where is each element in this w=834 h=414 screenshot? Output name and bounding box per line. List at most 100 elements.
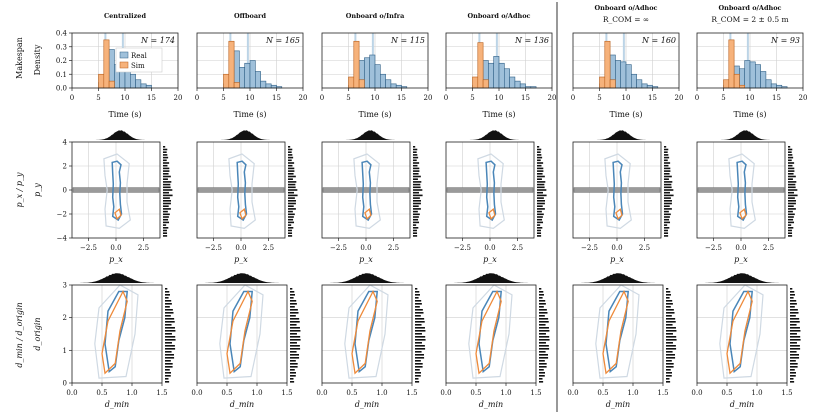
right-marginal-bar [666,336,677,338]
right-marginal-bar [290,312,299,314]
right-marginal-bar [413,200,421,202]
right-marginal-bar [413,191,419,194]
right-marginal-bar [415,318,425,320]
right-marginal-bar [537,200,545,202]
real-bar [270,84,277,89]
real-contour [736,160,748,222]
real-bar [641,83,648,89]
right-marginal-bar [666,363,674,365]
right-marginal-bar [415,357,425,359]
x-axis-label: p_x [734,255,748,264]
sim-contour [226,289,253,375]
right-marginal-bar [288,146,291,148]
right-marginal-bar [290,360,296,362]
right-marginal-bar [788,159,792,162]
x-tick-label: 2.5 [639,244,650,252]
right-marginal-bar [666,321,676,323]
axes-frame [196,284,288,384]
x-axis-label: Time (s) [733,110,766,119]
x-tick-label: 10 [121,94,130,102]
x-tick-label: 5 [470,94,474,102]
n-label: N = 136 [514,36,549,45]
x-axis-label: p_x [234,255,248,264]
real-bar [498,62,505,89]
right-marginal-bar [163,173,169,175]
real-bar [260,80,267,89]
right-marginal-bar [413,154,418,156]
right-marginal-bar [537,227,543,229]
right-marginal-bar [537,202,545,205]
right-marginal-bar [539,327,549,329]
x-tick-label: 2.5 [763,244,774,252]
panel-title: Onboard o/Adhoc [718,4,781,12]
right-marginal-bar [163,227,169,229]
right-marginal-bar [537,208,545,210]
right-marginal-bar [790,324,797,326]
right-marginal-bar [415,327,425,329]
top-marginal [446,273,536,283]
real-bar [390,83,397,89]
right-marginal-bar [163,229,167,232]
x-tick-label: −2.5 [581,244,598,252]
x-tick-label: 2.5 [138,244,149,252]
real-bar [249,60,256,89]
right-marginal-bar [290,321,300,323]
right-marginal-bar [664,167,671,170]
right-marginal-bar [790,312,799,314]
right-marginal-bar [537,216,543,218]
right-marginal-bar [165,303,172,305]
right-marginal-bar [165,327,175,329]
right-marginal-bar [413,232,418,234]
right-marginal-bar [539,324,546,326]
right-marginal-bar [413,205,419,207]
right-marginal-bar [790,369,795,371]
right-marginal-bar [290,348,301,350]
sim-contour [615,208,623,220]
right-marginal-bar [788,232,793,234]
right-marginal-bar [165,333,172,335]
right-marginal-bar [664,235,669,237]
right-marginal-bar [664,146,667,148]
right-marginal-bar [664,213,671,216]
right-marginal-bar [415,336,426,338]
x-axis-label: Time (s) [108,110,141,119]
right-marginal-bar [290,354,300,356]
y-tick-label: −2 [57,211,67,219]
real-bar [130,73,136,89]
right-marginal-bar [666,312,675,314]
x-tick-label: 1.5 [281,389,292,397]
right-marginal-bar [666,339,677,341]
sim-bar [103,39,110,89]
x-axis-label: p_x [483,255,497,264]
right-marginal-bar [163,164,168,167]
x-tick-label: 15 [521,94,530,102]
right-marginal-bar [290,300,297,302]
sim-bar [604,40,611,89]
panel-title: Offboard [234,12,267,20]
right-marginal-bar [288,151,292,153]
real-contour [236,160,248,222]
right-marginal-bar [288,210,293,213]
real-bar [239,67,245,89]
right-marginal-bar [163,146,166,148]
right-marginal-bar [290,363,298,365]
right-marginal-bar [163,170,170,172]
outer-contour [103,153,131,230]
right-marginal-bar [165,318,175,320]
real-bar [364,57,370,89]
x-axis-label: Time (s) [482,110,515,119]
right-marginal-bar [666,309,674,311]
x-tick-label: 0.0 [191,389,202,397]
right-marginal-bar [165,357,175,359]
real-bar [770,83,777,89]
right-marginal-bar [664,227,670,229]
right-marginal-bar [288,213,295,216]
right-marginal-bar [413,221,420,224]
right-marginal-bar [537,148,542,151]
right-marginal-bar [539,330,550,332]
right-marginal-bar [290,297,294,299]
right-marginal-bar [290,345,300,347]
right-marginal-bar [539,363,547,365]
outer-contour [468,284,513,379]
